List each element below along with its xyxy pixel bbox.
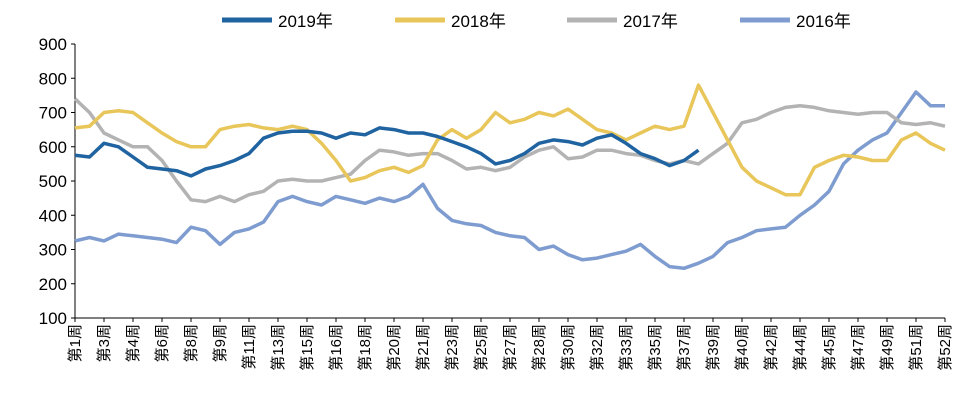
x-tick-label: 第21周 — [414, 324, 432, 371]
y-tick-label: 200 — [39, 275, 67, 294]
y-tick-label: 700 — [39, 104, 67, 123]
x-tick-label: 第8周 — [182, 324, 200, 362]
series-line — [73, 97, 946, 204]
x-tick-label: 第49周 — [878, 324, 896, 371]
y-tick-label: 300 — [39, 241, 67, 260]
x-tick-label: 第45周 — [820, 324, 838, 371]
y-tick-label: 600 — [39, 138, 67, 157]
legend-label: 2018年 — [451, 12, 506, 31]
series-line — [74, 90, 945, 271]
x-tick-label: 第44周 — [791, 324, 809, 371]
x-tick-label: 第23周 — [443, 324, 461, 371]
y-tick-label: 500 — [39, 172, 67, 191]
series-line — [74, 83, 946, 197]
x-tick-label: 第39周 — [704, 324, 722, 371]
x-tick-label: 第6周 — [153, 324, 171, 362]
y-tick-label: 400 — [39, 206, 67, 225]
y-tick-label: 800 — [39, 69, 67, 88]
x-tick-label: 第16周 — [327, 324, 345, 371]
x-tick-label: 第15周 — [298, 324, 316, 371]
x-tick-label: 第35周 — [646, 324, 664, 371]
x-tick-label: 第9周 — [211, 324, 229, 362]
x-tick-label: 第11周 — [240, 324, 258, 370]
x-tick-label: 第37周 — [675, 324, 693, 371]
x-tick-label: 第42周 — [762, 324, 780, 371]
x-tick-label: 第33周 — [617, 324, 635, 371]
x-tick-label: 第18周 — [356, 324, 374, 371]
x-tick-label: 第52周 — [936, 324, 954, 371]
y-tick-label: 100 — [39, 309, 67, 328]
x-tick-label: 第20周 — [385, 324, 403, 371]
x-tick-label: 第51周 — [907, 324, 925, 371]
x-tick-label: 第30周 — [559, 324, 577, 371]
y-tick-label: 900 — [39, 35, 67, 54]
x-tick-label: 第47周 — [849, 324, 867, 371]
legend-label: 2016年 — [796, 12, 851, 31]
x-tick-label: 第1周 — [66, 324, 84, 362]
legend-label: 2019年 — [278, 12, 333, 31]
x-tick-label: 第40周 — [733, 324, 751, 371]
x-tick-label: 第3周 — [95, 324, 113, 362]
x-tick-label: 第32周 — [588, 324, 606, 371]
x-tick-label: 第13周 — [269, 324, 287, 371]
series-line — [74, 126, 700, 178]
x-tick-label: 第25周 — [472, 324, 490, 371]
x-tick-label: 第28周 — [530, 324, 548, 371]
x-tick-label: 第27周 — [501, 324, 519, 371]
x-tick-label: 第4周 — [124, 324, 142, 362]
legend-label: 2017年 — [623, 12, 678, 31]
